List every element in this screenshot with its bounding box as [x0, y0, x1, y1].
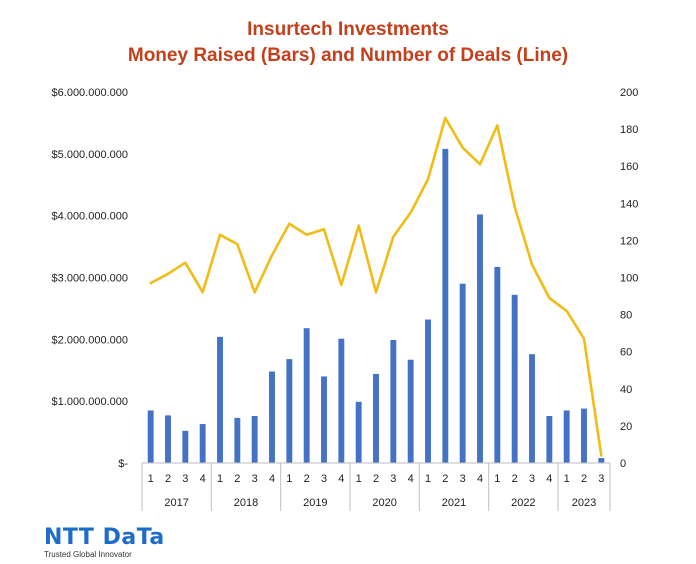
- y-right-tick-label: 100: [620, 273, 638, 285]
- x-tick-label-quarter: 2: [234, 473, 240, 485]
- ntt-data-logo: NTT DaTa Trusted Global Innovator: [44, 525, 165, 560]
- x-tick-label-quarter: 4: [408, 473, 414, 485]
- x-tick-label-quarter: 1: [425, 473, 431, 485]
- x-tick-label-quarter: 4: [269, 473, 275, 485]
- bar-money-raised: [425, 319, 431, 463]
- bar-money-raised: [217, 336, 223, 463]
- x-tick-label-quarter: 1: [494, 473, 500, 485]
- y-left-tick-label: $4.000.000.000: [52, 211, 128, 223]
- x-group-label-year: 2021: [442, 497, 466, 509]
- x-tick-label-quarter: 2: [165, 473, 171, 485]
- y-right-tick-label: 60: [620, 347, 632, 359]
- bar-money-raised: [546, 416, 553, 463]
- logo-text: NTT DaTa: [44, 525, 165, 550]
- y-left-tick-label: $-: [118, 458, 128, 470]
- bar-money-raised: [407, 359, 414, 463]
- y-right-tick-label: 40: [620, 384, 632, 396]
- x-group-label-year: 2020: [372, 497, 396, 509]
- y-right-tick-label: 0: [620, 458, 626, 470]
- x-tick-label-quarter: 4: [200, 473, 206, 485]
- bar-money-raised: [373, 373, 379, 463]
- bar-money-raised: [442, 148, 449, 464]
- x-tick-label-quarter: 1: [217, 473, 223, 485]
- x-tick-label-quarter: 3: [182, 473, 188, 485]
- bar-money-raised: [338, 338, 345, 463]
- y-left-tick-label: $3.000.000.000: [52, 273, 128, 285]
- bar-money-raised: [165, 415, 171, 463]
- x-tick-label-quarter: 2: [512, 473, 518, 485]
- bar-money-raised: [147, 410, 154, 463]
- y-right-tick-label: 160: [620, 161, 638, 173]
- x-tick-label-quarter: 1: [148, 473, 154, 485]
- x-group-label-year: 2017: [164, 497, 188, 509]
- y-left-tick-label: $5.000.000.000: [52, 149, 128, 161]
- chart-title: Insurtech Investments: [247, 19, 449, 40]
- y-right-tick-label: 80: [620, 310, 632, 322]
- x-tick-label-quarter: 2: [373, 473, 379, 485]
- x-group-label-year: 2018: [234, 497, 258, 509]
- y-right-tick-label: 120: [620, 235, 638, 247]
- x-tick-label-quarter: 2: [442, 473, 448, 485]
- y-right-tick-label: 140: [620, 198, 638, 210]
- bar-money-raised: [390, 339, 397, 463]
- bar-money-raised: [182, 430, 189, 463]
- bar-money-raised: [529, 354, 535, 463]
- bar-money-raised: [269, 371, 275, 463]
- x-group-label-year: 2019: [303, 497, 327, 509]
- bar-money-raised: [303, 328, 310, 463]
- x-group-label-year: 2022: [511, 497, 535, 509]
- x-tick-label-quarter: 2: [304, 473, 310, 485]
- x-tick-label-quarter: 4: [477, 473, 483, 485]
- x-tick-label-quarter: 3: [252, 473, 258, 485]
- y-right-tick-label: 180: [620, 124, 638, 136]
- bar-money-raised: [459, 283, 466, 463]
- bar-money-raised: [286, 359, 293, 463]
- x-tick-label-quarter: 3: [529, 473, 535, 485]
- x-tick-label-quarter: 3: [390, 473, 396, 485]
- bar-money-raised: [511, 294, 518, 463]
- line-number-of-deals: [149, 116, 603, 457]
- y-left-tick-label: $2.000.000.000: [52, 334, 128, 346]
- x-tick-label-quarter: 1: [286, 473, 292, 485]
- x-tick-label-quarter: 2: [581, 473, 587, 485]
- x-tick-label-quarter: 4: [546, 473, 552, 485]
- y-left-tick-label: $1.000.000.000: [52, 396, 128, 408]
- x-group-label-year: 2023: [572, 497, 596, 509]
- x-tick-label-quarter: 4: [338, 473, 344, 485]
- bar-money-raised: [321, 376, 327, 463]
- bar-money-raised: [563, 410, 570, 463]
- bar-money-raised: [477, 214, 483, 463]
- bar-money-raised: [199, 424, 206, 463]
- y-right-tick-label: 20: [620, 421, 632, 433]
- combo-chart: $- $1.000.000.000 $2.000.000.000 $3.000.000…: [52, 87, 638, 511]
- y-left-tick-label: $6.000.000.000: [52, 87, 128, 99]
- bar-money-raised: [598, 458, 605, 463]
- x-tick-label-quarter: 3: [321, 473, 327, 485]
- x-tick-label-quarter: 1: [356, 473, 362, 485]
- bar-money-raised: [581, 408, 587, 463]
- chart-subtitle: Money Raised (Bars) and Number of Deals …: [127, 45, 569, 66]
- bar-money-raised: [251, 416, 258, 463]
- bar-money-raised: [234, 417, 241, 463]
- bar-money-raised: [494, 266, 501, 463]
- bar-money-raised: [355, 401, 362, 463]
- y-right-tick-label: 200: [620, 87, 638, 99]
- x-tick-label-quarter: 3: [460, 473, 466, 485]
- x-tick-label-quarter: 3: [598, 473, 604, 485]
- x-tick-label-quarter: 1: [564, 473, 570, 485]
- logo-tagline: Trusted Global Innovator: [44, 550, 132, 559]
